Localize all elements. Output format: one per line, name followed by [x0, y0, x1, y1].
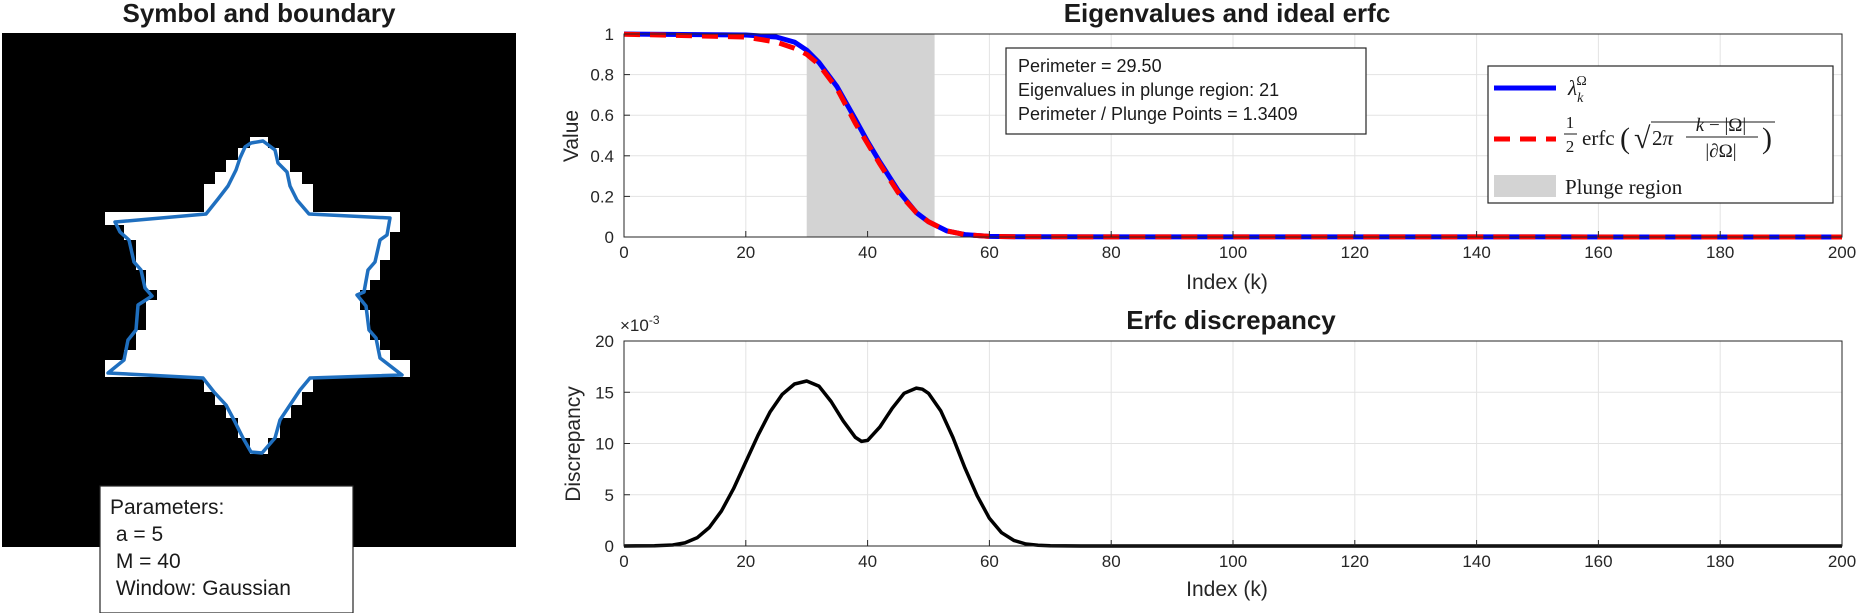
svg-text:): ): [1762, 122, 1772, 155]
discrepancy-y-multiplier: ×10-3: [620, 313, 660, 335]
discrepancy-y-tick-label: 5: [605, 486, 614, 505]
svg-text:(: (: [1620, 122, 1630, 155]
svg-text:√: √: [1634, 122, 1651, 155]
discrepancy-y-axis-label: Discrepancy: [562, 386, 585, 502]
legend-label-plunge: Plunge region: [1565, 175, 1683, 199]
discrepancy-y-tick-label: 20: [595, 332, 614, 351]
eigen-x-tick-label: 160: [1584, 243, 1612, 262]
symbol-boundary-curve: [106, 139, 404, 455]
annotation-line-2: Perimeter / Plunge Points = 1.3409: [1018, 104, 1298, 124]
eigen-x-tick-label: 80: [1102, 243, 1121, 262]
discrepancy-x-tick-label: 140: [1462, 552, 1490, 571]
discrepancy-plot-area: 0 20 40 60 80 100 120 140 160 180 200 0 5 10 15 20: [595, 332, 1856, 571]
discrepancy-x-tick-label: 180: [1706, 552, 1734, 571]
discrepancy-x-tick-label: 60: [980, 552, 999, 571]
discrepancy-x-tick-label: 0: [619, 552, 628, 571]
legend-swatch-plunge: [1494, 175, 1556, 197]
discrepancy-x-axis-label: Index (k): [1186, 578, 1268, 601]
eigen-y-tick-label: 0.6: [590, 106, 614, 125]
parameters-line-1: a = 5: [110, 523, 163, 546]
annotation-line-0: Perimeter = 29.50: [1018, 56, 1162, 76]
eigen-y-tick-label: 0.4: [590, 147, 614, 166]
svg-text:|∂Ω|: |∂Ω|: [1705, 141, 1736, 162]
eigen-x-tick-label: 180: [1706, 243, 1734, 262]
parameters-line-3: Window: Gaussian: [110, 577, 291, 600]
discrepancy-chart-title: Erfc discrepancy: [1126, 305, 1336, 335]
discrepancy-x-tick-label: 200: [1828, 552, 1856, 571]
svg-text:2: 2: [1566, 137, 1575, 156]
svg-text:k − |Ω|: k − |Ω|: [1696, 115, 1746, 136]
discrepancy-x-tick-label: 160: [1584, 552, 1612, 571]
erfc-series-line: [623, 31, 1843, 240]
eigen-chart-title: Eigenvalues and ideal erfc: [1064, 0, 1391, 28]
eigen-x-tick-label: 60: [980, 243, 999, 262]
symbol-panel-title: Symbol and boundary: [122, 0, 396, 28]
svg-text:1: 1: [1566, 113, 1575, 132]
discrepancy-x-tick-label: 80: [1102, 552, 1121, 571]
eigen-x-tick-label: 100: [1219, 243, 1247, 262]
eigen-y-tick-label: 0: [605, 228, 614, 247]
parameters-line-0: Parameters:: [110, 496, 224, 519]
eigen-legend: λkΩ 1 2 erfc ( √ 2π k − |Ω| |∂Ω| ) Plung…: [1487, 65, 1834, 204]
legend-label-erfc: 1 2 erfc ( √ 2π k − |Ω| |∂Ω| ): [1564, 113, 1775, 162]
eigen-y-axis-label: Value: [560, 110, 583, 162]
eigen-x-tick-label: 0: [619, 243, 628, 262]
annotation-box: [1005, 47, 1367, 135]
svg-text:2π: 2π: [1652, 126, 1674, 150]
svg-text:erfc: erfc: [1582, 126, 1615, 150]
discrepancy-series-line: [623, 379, 1842, 548]
discrepancy-x-tick-label: 20: [736, 552, 755, 571]
plunge-region-band: [806, 34, 935, 237]
eigen-x-tick-label: 20: [736, 243, 755, 262]
discrepancy-y-tick-label: 15: [595, 383, 614, 402]
discrepancy-x-tick-label: 100: [1219, 552, 1247, 571]
annotation-line-1: Eigenvalues in plunge region: 21: [1018, 80, 1279, 100]
eigen-x-tick-label: 140: [1462, 243, 1490, 262]
legend-label-eigen: λkΩ: [1567, 74, 1587, 106]
discrepancy-y-tick-label: 0: [605, 537, 614, 556]
discrepancy-y-tick-label: 10: [595, 435, 614, 454]
eigenvalue-series-line: [623, 31, 1843, 240]
eigen-x-tick-label: 200: [1828, 243, 1856, 262]
eigen-y-tick-label: 0.2: [590, 187, 614, 206]
parameters-box: [99, 485, 354, 613]
eigen-x-axis-label: Index (k): [1186, 271, 1268, 294]
discrepancy-x-tick-label: 40: [858, 552, 877, 571]
eigen-y-tick-label: 1: [605, 25, 614, 44]
eigen-x-tick-label: 120: [1341, 243, 1369, 262]
discrepancy-x-tick-label: 120: [1341, 552, 1369, 571]
parameters-line-2: M = 40: [110, 550, 181, 573]
eigen-x-tick-label: 40: [858, 243, 877, 262]
eigen-y-tick-label: 0.8: [590, 66, 614, 85]
